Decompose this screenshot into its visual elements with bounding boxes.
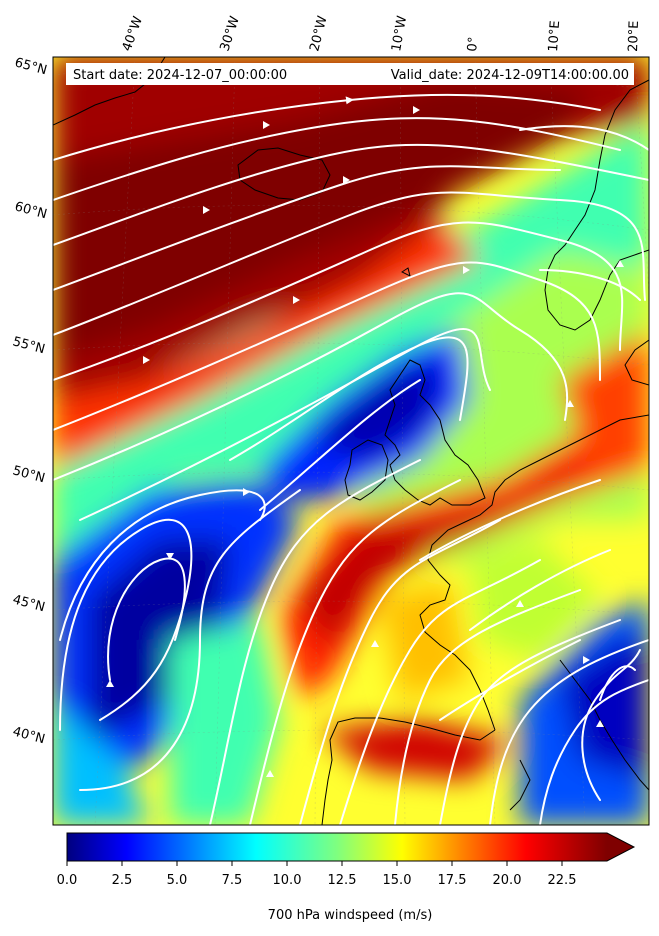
map-frame (52, 56, 650, 826)
lon-label: 30°W (218, 14, 243, 53)
lon-label: 20°W (307, 14, 330, 53)
lat-label: 45°N (11, 592, 47, 615)
lat-label: 40°N (11, 724, 47, 747)
colorbar-tick-label: 7.5 (222, 873, 243, 888)
latitude-labels: 65°N 60°N 55°N 50°N 45°N 40°N (11, 55, 49, 747)
colorbar-tick-label: 5.0 (167, 873, 188, 888)
colorbar-tick-label: 10.0 (273, 873, 302, 888)
colorbar-ticks: 0.0 2.5 5.0 7.5 10.0 12.5 15.0 17.5 20.0 22.5 (57, 861, 577, 888)
date-box (66, 63, 634, 85)
ireland-coast (344, 439, 389, 501)
lat-label: 65°N (13, 55, 49, 78)
lon-label: 40°W (120, 14, 146, 53)
graticule (53, 57, 649, 825)
colorbar-gradient (67, 833, 607, 861)
colorbar-label: 700 hPa windspeed (m/s) (268, 908, 433, 923)
colorbar-extend-arrow (607, 833, 634, 861)
lat-label: 50°N (11, 463, 47, 486)
colorbar-tick-label: 0.0 (57, 873, 78, 888)
start-date-label: Start date: 2024-12-07_00:00:00 (73, 68, 287, 83)
colorbar-tick-label: 20.0 (493, 873, 522, 888)
colorbar-tick-label: 22.5 (548, 873, 577, 888)
colorbar: 0.0 2.5 5.0 7.5 10.0 12.5 15.0 17.5 20.0 22.5 700… (57, 832, 636, 923)
valid-date-label: Valid_date: 2024-12-09T14:00:00.00 (391, 68, 629, 83)
lon-label: 10°E (546, 20, 563, 52)
colorbar-tick-label: 15.0 (383, 873, 412, 888)
scandinavia-coast (544, 79, 649, 331)
iberia-coast (321, 717, 496, 825)
lon-label: 20°E (626, 20, 642, 52)
colorbar-tick-label: 2.5 (112, 873, 133, 888)
colorbar-tick-label: 17.5 (438, 873, 467, 888)
europe-coast (419, 414, 649, 731)
italy-coast (559, 659, 649, 791)
longitude-labels: 40°W 30°W 20°W 10°W 0° 10°E 20°E (120, 14, 642, 53)
coastlines (53, 57, 649, 825)
iceland-coast (237, 147, 331, 201)
lat-label: 60°N (13, 199, 49, 222)
lon-label: 10°W (389, 15, 410, 53)
lon-label: 0° (465, 36, 481, 52)
streamline-arrows (106, 106, 624, 777)
colorbar-tick-label: 12.5 (328, 873, 357, 888)
lat-label: 55°N (11, 334, 47, 357)
great-britain-coast (384, 359, 486, 506)
map-panel (53, 57, 649, 825)
streamlines (53, 93, 649, 825)
